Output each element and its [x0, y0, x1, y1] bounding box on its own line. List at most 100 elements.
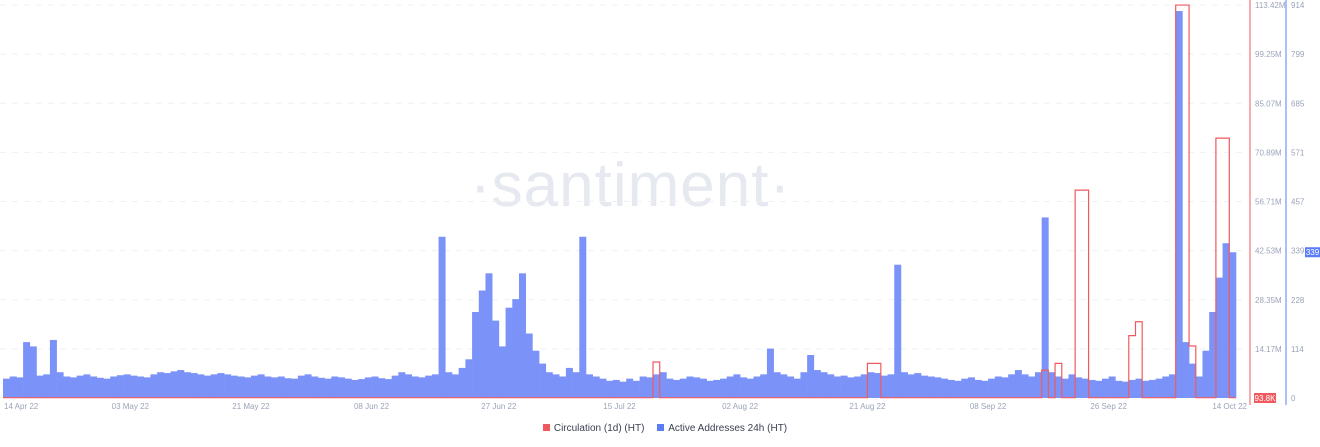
- active-addresses-bar: [592, 376, 600, 398]
- santiment-watermark: ·santiment·: [470, 151, 792, 220]
- active-addresses-bar: [954, 380, 962, 398]
- active-addresses-bar: [43, 374, 51, 398]
- circulation-last-value: 93.8K: [1255, 394, 1277, 403]
- active-addresses-bar: [29, 346, 37, 398]
- active-addresses-bar: [431, 374, 439, 398]
- active-addresses-bar: [961, 378, 969, 398]
- x-tick: 08 Sep 22: [970, 402, 1007, 411]
- active-addresses-bar: [626, 378, 634, 398]
- right-y-tick: 457: [1291, 198, 1305, 207]
- active-addresses-bar: [16, 377, 24, 398]
- active-addresses-bar: [552, 374, 560, 398]
- active-addresses-bar: [840, 375, 848, 398]
- right-y-tick: 0: [1291, 394, 1296, 403]
- active-addresses-bar: [559, 376, 567, 398]
- active-addresses-bar: [1189, 363, 1197, 398]
- active-addresses-bar: [244, 377, 252, 398]
- x-tick: 14 Apr 22: [4, 402, 39, 411]
- circulation-last-badge: [1254, 393, 1276, 403]
- active-addresses-bar: [1202, 350, 1210, 398]
- active-addresses-bar: [130, 375, 138, 398]
- active-addresses-bar: [512, 299, 520, 398]
- x-tick: 21 Aug 22: [849, 402, 886, 411]
- active-addresses-bar: [70, 377, 78, 398]
- active-addresses-bar: [914, 373, 922, 398]
- active-addresses-bar: [425, 375, 433, 398]
- active-addresses-last-badge: [1305, 247, 1320, 258]
- active-addresses-bar: [257, 374, 265, 398]
- legend-label: Circulation (1d) (HT): [553, 423, 645, 434]
- active-addresses-bar: [847, 377, 855, 398]
- right-y-tick: 339: [1291, 247, 1305, 256]
- active-addresses-bar: [230, 375, 238, 398]
- active-addresses-bar: [1048, 372, 1056, 398]
- right-y-tick: 914: [1291, 1, 1305, 10]
- active-addresses-bar: [860, 374, 868, 398]
- active-addresses-bar: [1008, 374, 1016, 398]
- active-addresses-bar: [579, 236, 587, 398]
- active-addresses-bar: [599, 378, 607, 398]
- active-addresses-bar: [639, 376, 647, 398]
- active-addresses-bar: [237, 376, 245, 398]
- active-addresses-bar: [1162, 376, 1170, 398]
- active-addresses-bar: [137, 376, 145, 398]
- active-addresses-bar: [284, 378, 292, 398]
- active-addresses-bar: [264, 376, 272, 398]
- active-addresses-bar: [210, 374, 218, 398]
- active-addresses-bar: [659, 372, 667, 398]
- active-addresses-bar: [887, 374, 895, 398]
- active-addresses-bar: [1014, 370, 1022, 398]
- active-addresses-bar: [646, 377, 654, 398]
- legend-item-circulation[interactable]: Circulation (1d) (HT): [533, 423, 645, 434]
- active-addresses-bar: [713, 379, 721, 398]
- legend-label: Active Addresses 24h (HT): [668, 423, 788, 434]
- active-addresses-bar: [653, 374, 661, 398]
- right-y-tick: 228: [1291, 296, 1305, 305]
- x-tick: 03 May 22: [112, 402, 150, 411]
- active-addresses-bar: [418, 377, 426, 398]
- x-tick: 15 Jul 22: [603, 402, 636, 411]
- active-addresses-bar: [1168, 374, 1176, 398]
- active-addresses-bar: [1001, 377, 1009, 398]
- active-addresses-bar: [204, 375, 212, 398]
- active-addresses-bar: [170, 371, 178, 398]
- active-addresses-bar: [331, 376, 339, 398]
- active-addresses-bar: [438, 236, 446, 398]
- active-addresses-bar: [224, 374, 232, 398]
- left-y-tick: 56.71M: [1255, 198, 1282, 207]
- active-addresses-bar: [411, 376, 419, 398]
- active-addresses-bar: [1222, 243, 1230, 398]
- active-addresses-bar: [183, 372, 191, 398]
- legend-item-active-addresses[interactable]: Active Addresses 24h (HT): [647, 423, 787, 434]
- active-addresses-bar: [1209, 312, 1217, 398]
- active-addresses-bar: [827, 374, 835, 398]
- active-addresses-bar: [90, 376, 98, 398]
- active-addresses-bar: [947, 379, 955, 398]
- active-addresses-bar: [1101, 378, 1109, 398]
- active-addresses-bar: [753, 376, 761, 398]
- active-addresses-bar: [1115, 380, 1123, 398]
- active-addresses-bar: [907, 374, 915, 398]
- active-addresses-bar: [36, 375, 44, 398]
- active-addresses-bar: [378, 378, 386, 398]
- active-addresses-bar: [76, 375, 84, 398]
- active-addresses-bar: [317, 377, 325, 398]
- active-addresses-bar: [3, 378, 11, 398]
- active-addresses-bar: [358, 379, 366, 398]
- active-addresses-bar: [110, 376, 118, 398]
- active-addresses-bar: [934, 377, 942, 398]
- active-addresses-bar: [726, 376, 734, 398]
- active-addresses-bar: [807, 355, 815, 398]
- active-addresses-bar: [787, 376, 795, 398]
- x-tick: 27 Jun 22: [481, 402, 517, 411]
- active-addresses-bar: [1229, 252, 1237, 398]
- circulation-line: [3, 4, 1236, 399]
- active-addresses-bar: [967, 377, 975, 398]
- active-addresses-bar: [1108, 376, 1116, 398]
- left-y-tick: 42.53M: [1255, 247, 1282, 256]
- active-addresses-bar: [150, 374, 158, 398]
- x-tick: 02 Aug 22: [722, 402, 759, 411]
- active-addresses-bar: [63, 376, 71, 398]
